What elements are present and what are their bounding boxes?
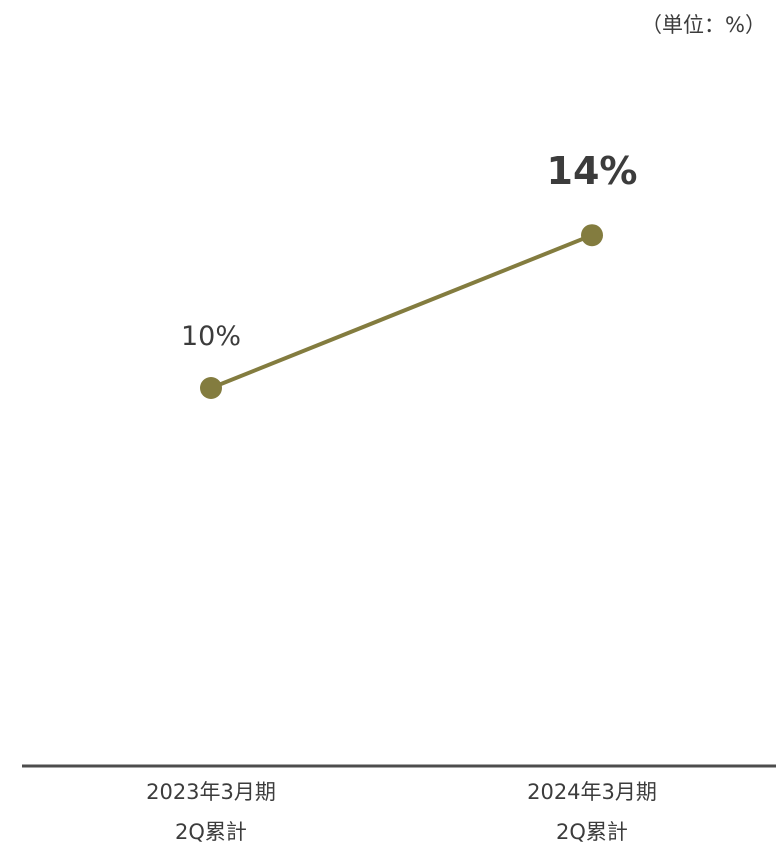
data-point <box>581 224 603 247</box>
x-tick-label-sub: 2Q累計 <box>175 820 247 844</box>
series-line <box>210 233 593 390</box>
data-label: 10% <box>181 321 241 352</box>
data-point <box>200 377 222 399</box>
x-tick-label-sub: 2Q累計 <box>556 820 628 844</box>
x-tick-label: 2024年3月期 <box>527 780 657 804</box>
series-layer <box>200 224 603 399</box>
unit-note: （単位：%） <box>641 13 766 37</box>
x-tick-label: 2023年3月期 <box>146 780 276 804</box>
data-labels-layer: 10% 14% <box>181 149 637 352</box>
data-label: 14% <box>547 149 638 193</box>
x-tick-labels: 2023年3月期 2Q累計 2024年3月期 2Q累計 <box>146 780 657 844</box>
